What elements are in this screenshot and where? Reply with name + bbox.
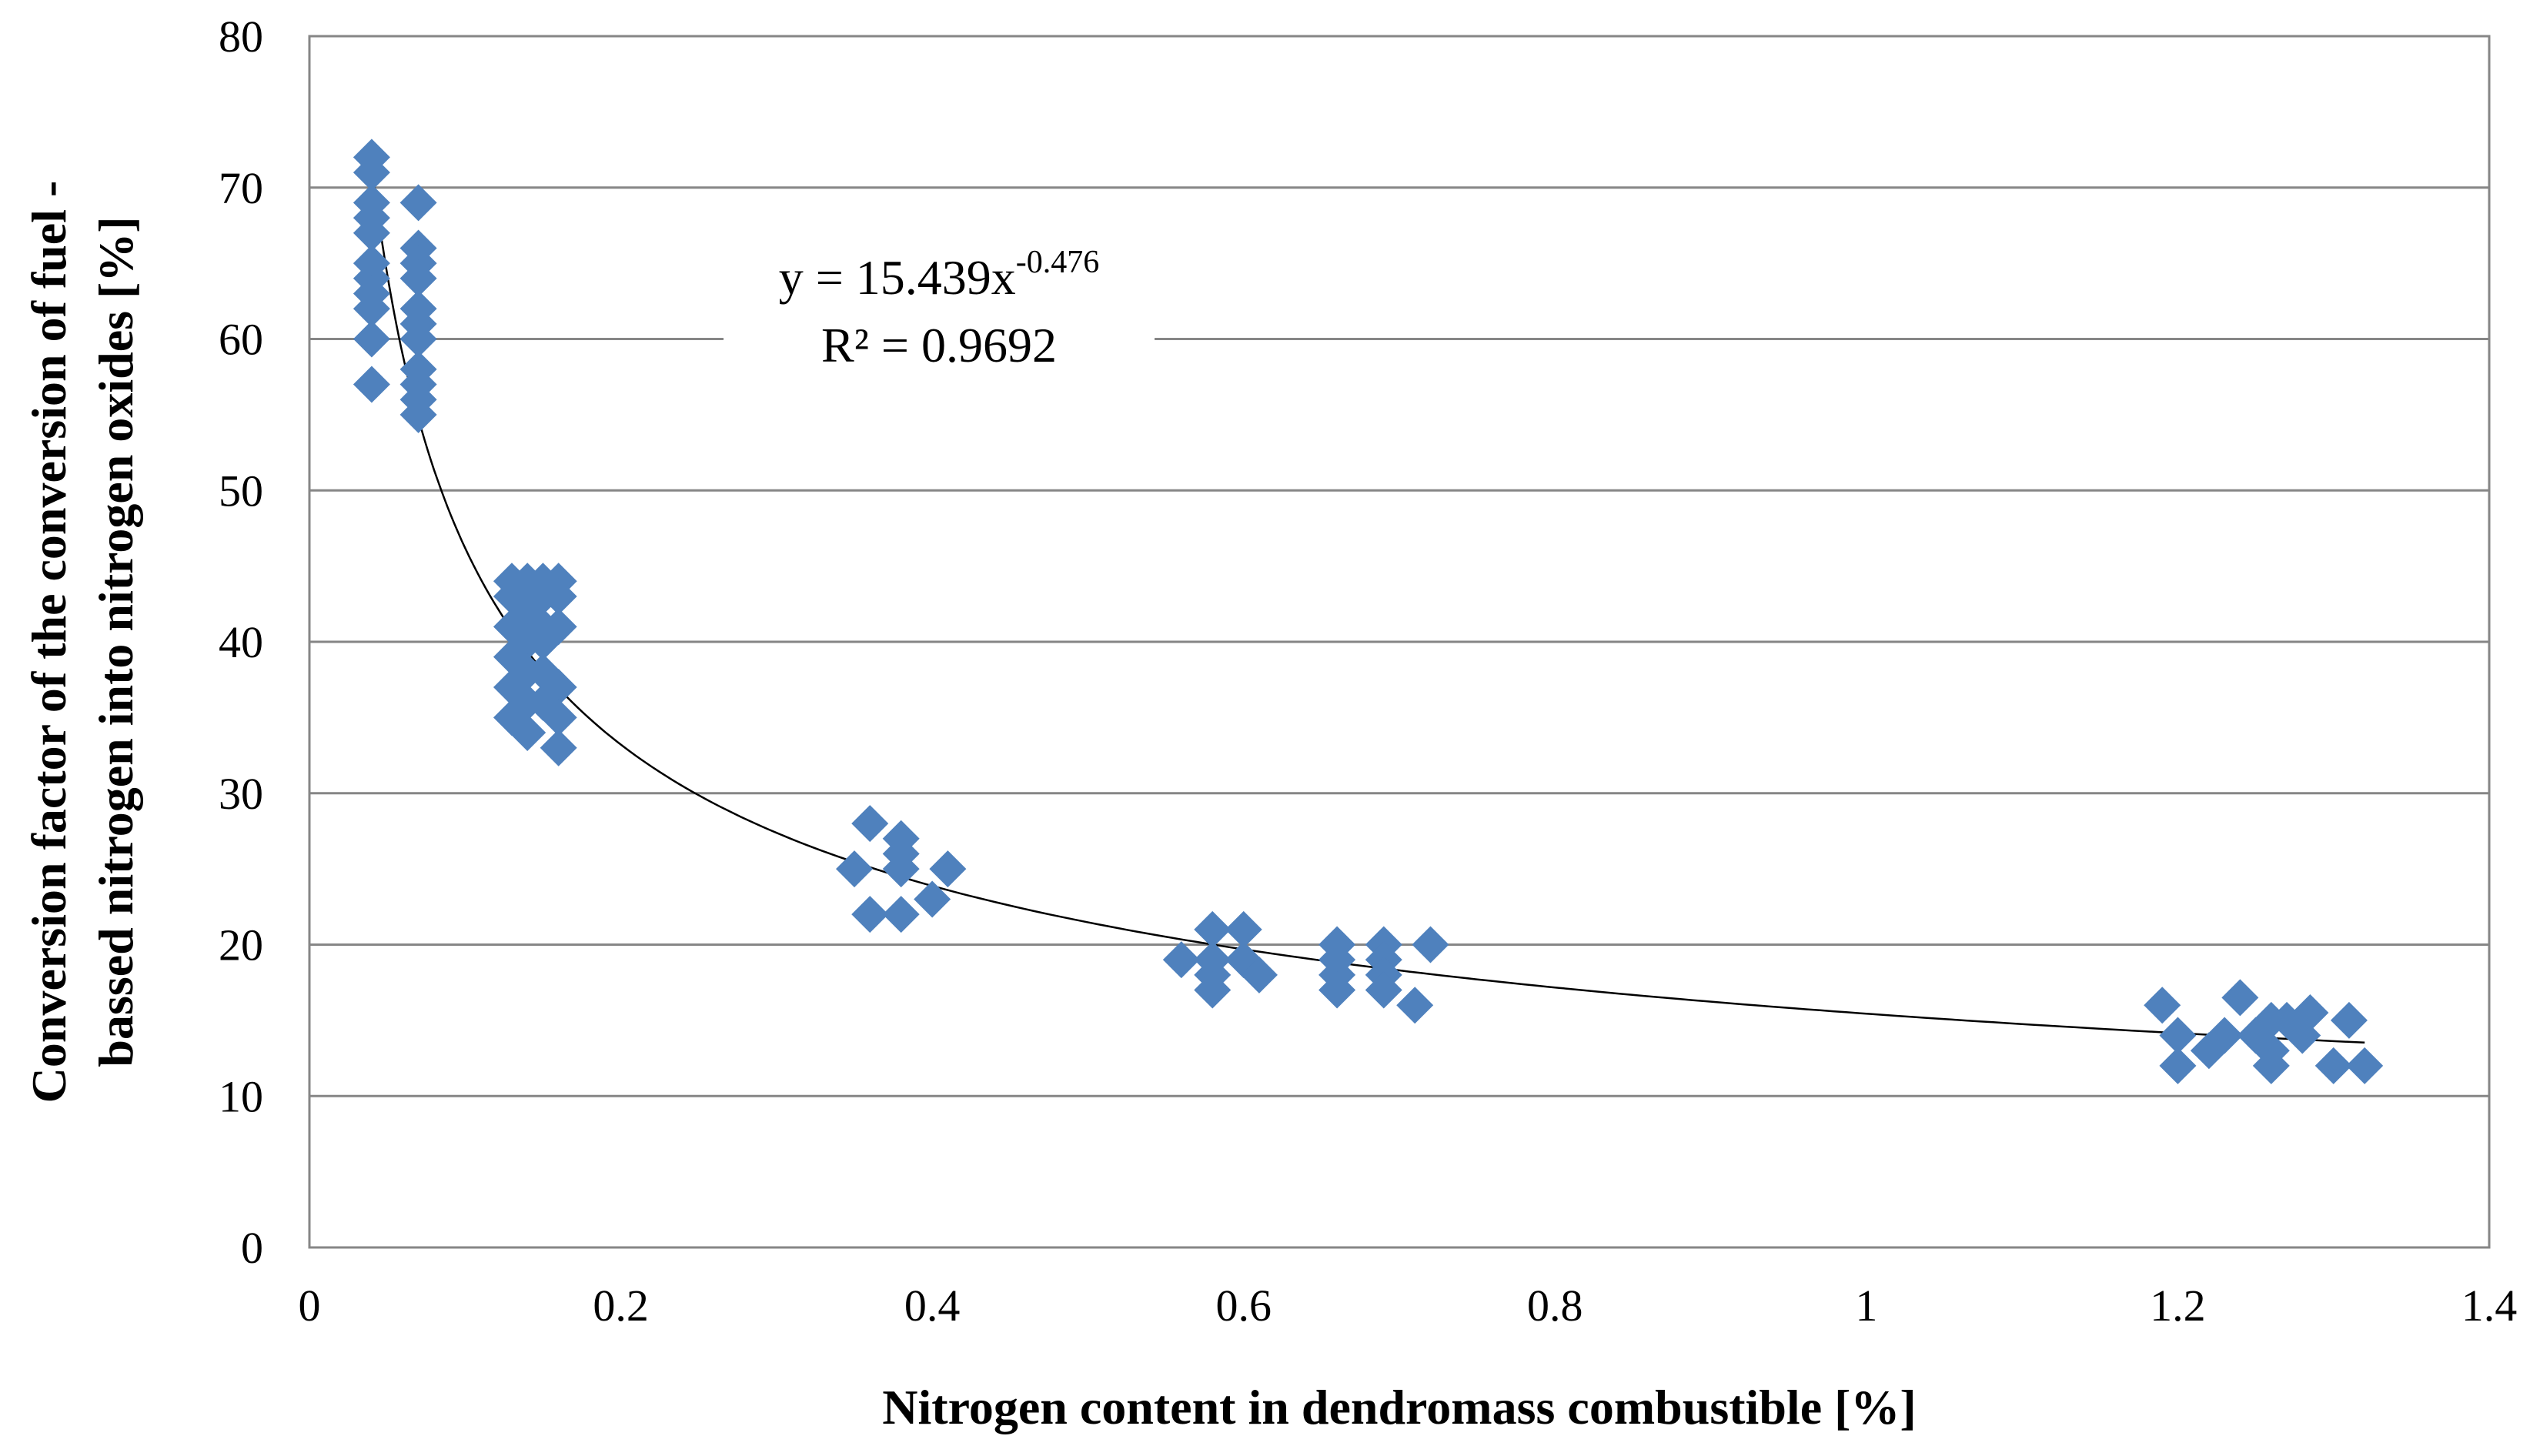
x-tick-label: 1.2	[2150, 1281, 2206, 1331]
data-point	[2159, 1017, 2197, 1054]
data-point	[353, 290, 390, 328]
x-tick-label: 0.6	[1215, 1281, 1272, 1331]
y-tick-label: 60	[219, 315, 263, 365]
data-point	[399, 184, 437, 222]
data-point	[1365, 971, 1402, 1009]
data-point	[1318, 971, 1356, 1009]
equation-base: y = 15.439x	[779, 250, 1016, 305]
data-point	[1240, 956, 1278, 993]
y-axis-title-line-2: bassed nitrogen into nitrogen oxides [%]	[89, 216, 143, 1067]
y-tick-label: 10	[219, 1071, 263, 1121]
data-point	[540, 699, 577, 736]
x-tick-label: 0.2	[593, 1281, 649, 1331]
power-trendline	[370, 165, 2365, 1044]
x-axis-tick-labels: 0 0.2 0.4 0.6 0.8 1 1.2 1.4	[299, 1281, 2518, 1331]
data-point	[1162, 941, 1200, 979]
r-squared-label: R² = 0.9692	[821, 318, 1057, 372]
data-point	[1412, 926, 1449, 963]
data-point	[353, 366, 390, 403]
data-point	[540, 669, 577, 706]
x-tick-label: 1	[1855, 1281, 1877, 1331]
data-point	[540, 577, 577, 615]
data-point	[1396, 987, 1434, 1024]
data-point	[851, 896, 889, 933]
data-point	[2330, 1001, 2368, 1039]
x-tick-label: 1.4	[2461, 1281, 2518, 1331]
data-point	[882, 896, 920, 933]
y-tick-label: 0	[241, 1223, 263, 1273]
data-point	[2291, 994, 2329, 1032]
x-axis-title: Nitrogen content in dendromass combustib…	[882, 1380, 1916, 1434]
y-axis-title-line-1: Conversion factor of the conversion of f…	[22, 181, 76, 1104]
data-point	[399, 259, 437, 297]
data-point	[2346, 1047, 2384, 1084]
data-point	[1194, 910, 1232, 948]
y-tick-label: 80	[219, 12, 263, 62]
y-tick-label: 20	[219, 920, 263, 970]
data-point	[2159, 1047, 2197, 1084]
equation-exponent: -0.476	[1016, 245, 1100, 280]
data-point	[353, 214, 390, 252]
data-point	[2252, 1047, 2290, 1084]
data-point	[540, 608, 577, 646]
data-point	[2314, 1047, 2352, 1084]
data-point	[851, 805, 889, 843]
data-point	[399, 396, 437, 433]
x-tick-label: 0.4	[904, 1281, 961, 1331]
data-point	[2206, 1017, 2244, 1054]
x-tick-label: 0	[299, 1281, 321, 1331]
data-point	[540, 729, 577, 766]
x-tick-label: 0.8	[1527, 1281, 1583, 1331]
trendline-equation: y = 15.439x-0.476	[779, 245, 1100, 305]
plot-area	[308, 35, 2491, 1249]
data-point	[2221, 979, 2259, 1017]
data-point	[836, 850, 873, 888]
data-point	[914, 880, 951, 918]
data-point	[1225, 910, 1262, 948]
equation-label-background	[724, 231, 1155, 385]
data-point	[2144, 987, 2181, 1024]
data-point	[1194, 971, 1232, 1009]
y-tick-label: 70	[219, 163, 263, 213]
data-point	[399, 320, 437, 358]
data-point	[929, 850, 967, 888]
data-points	[353, 139, 2384, 1084]
y-tick-label: 40	[219, 617, 263, 667]
y-tick-label: 50	[219, 466, 263, 516]
data-point	[882, 850, 920, 888]
y-tick-label: 30	[219, 769, 263, 819]
data-point	[509, 714, 546, 752]
data-point	[353, 154, 390, 192]
data-point	[353, 320, 390, 358]
y-axis-tick-labels: 0 10 20 30 40 50 60 70 80	[219, 12, 263, 1273]
